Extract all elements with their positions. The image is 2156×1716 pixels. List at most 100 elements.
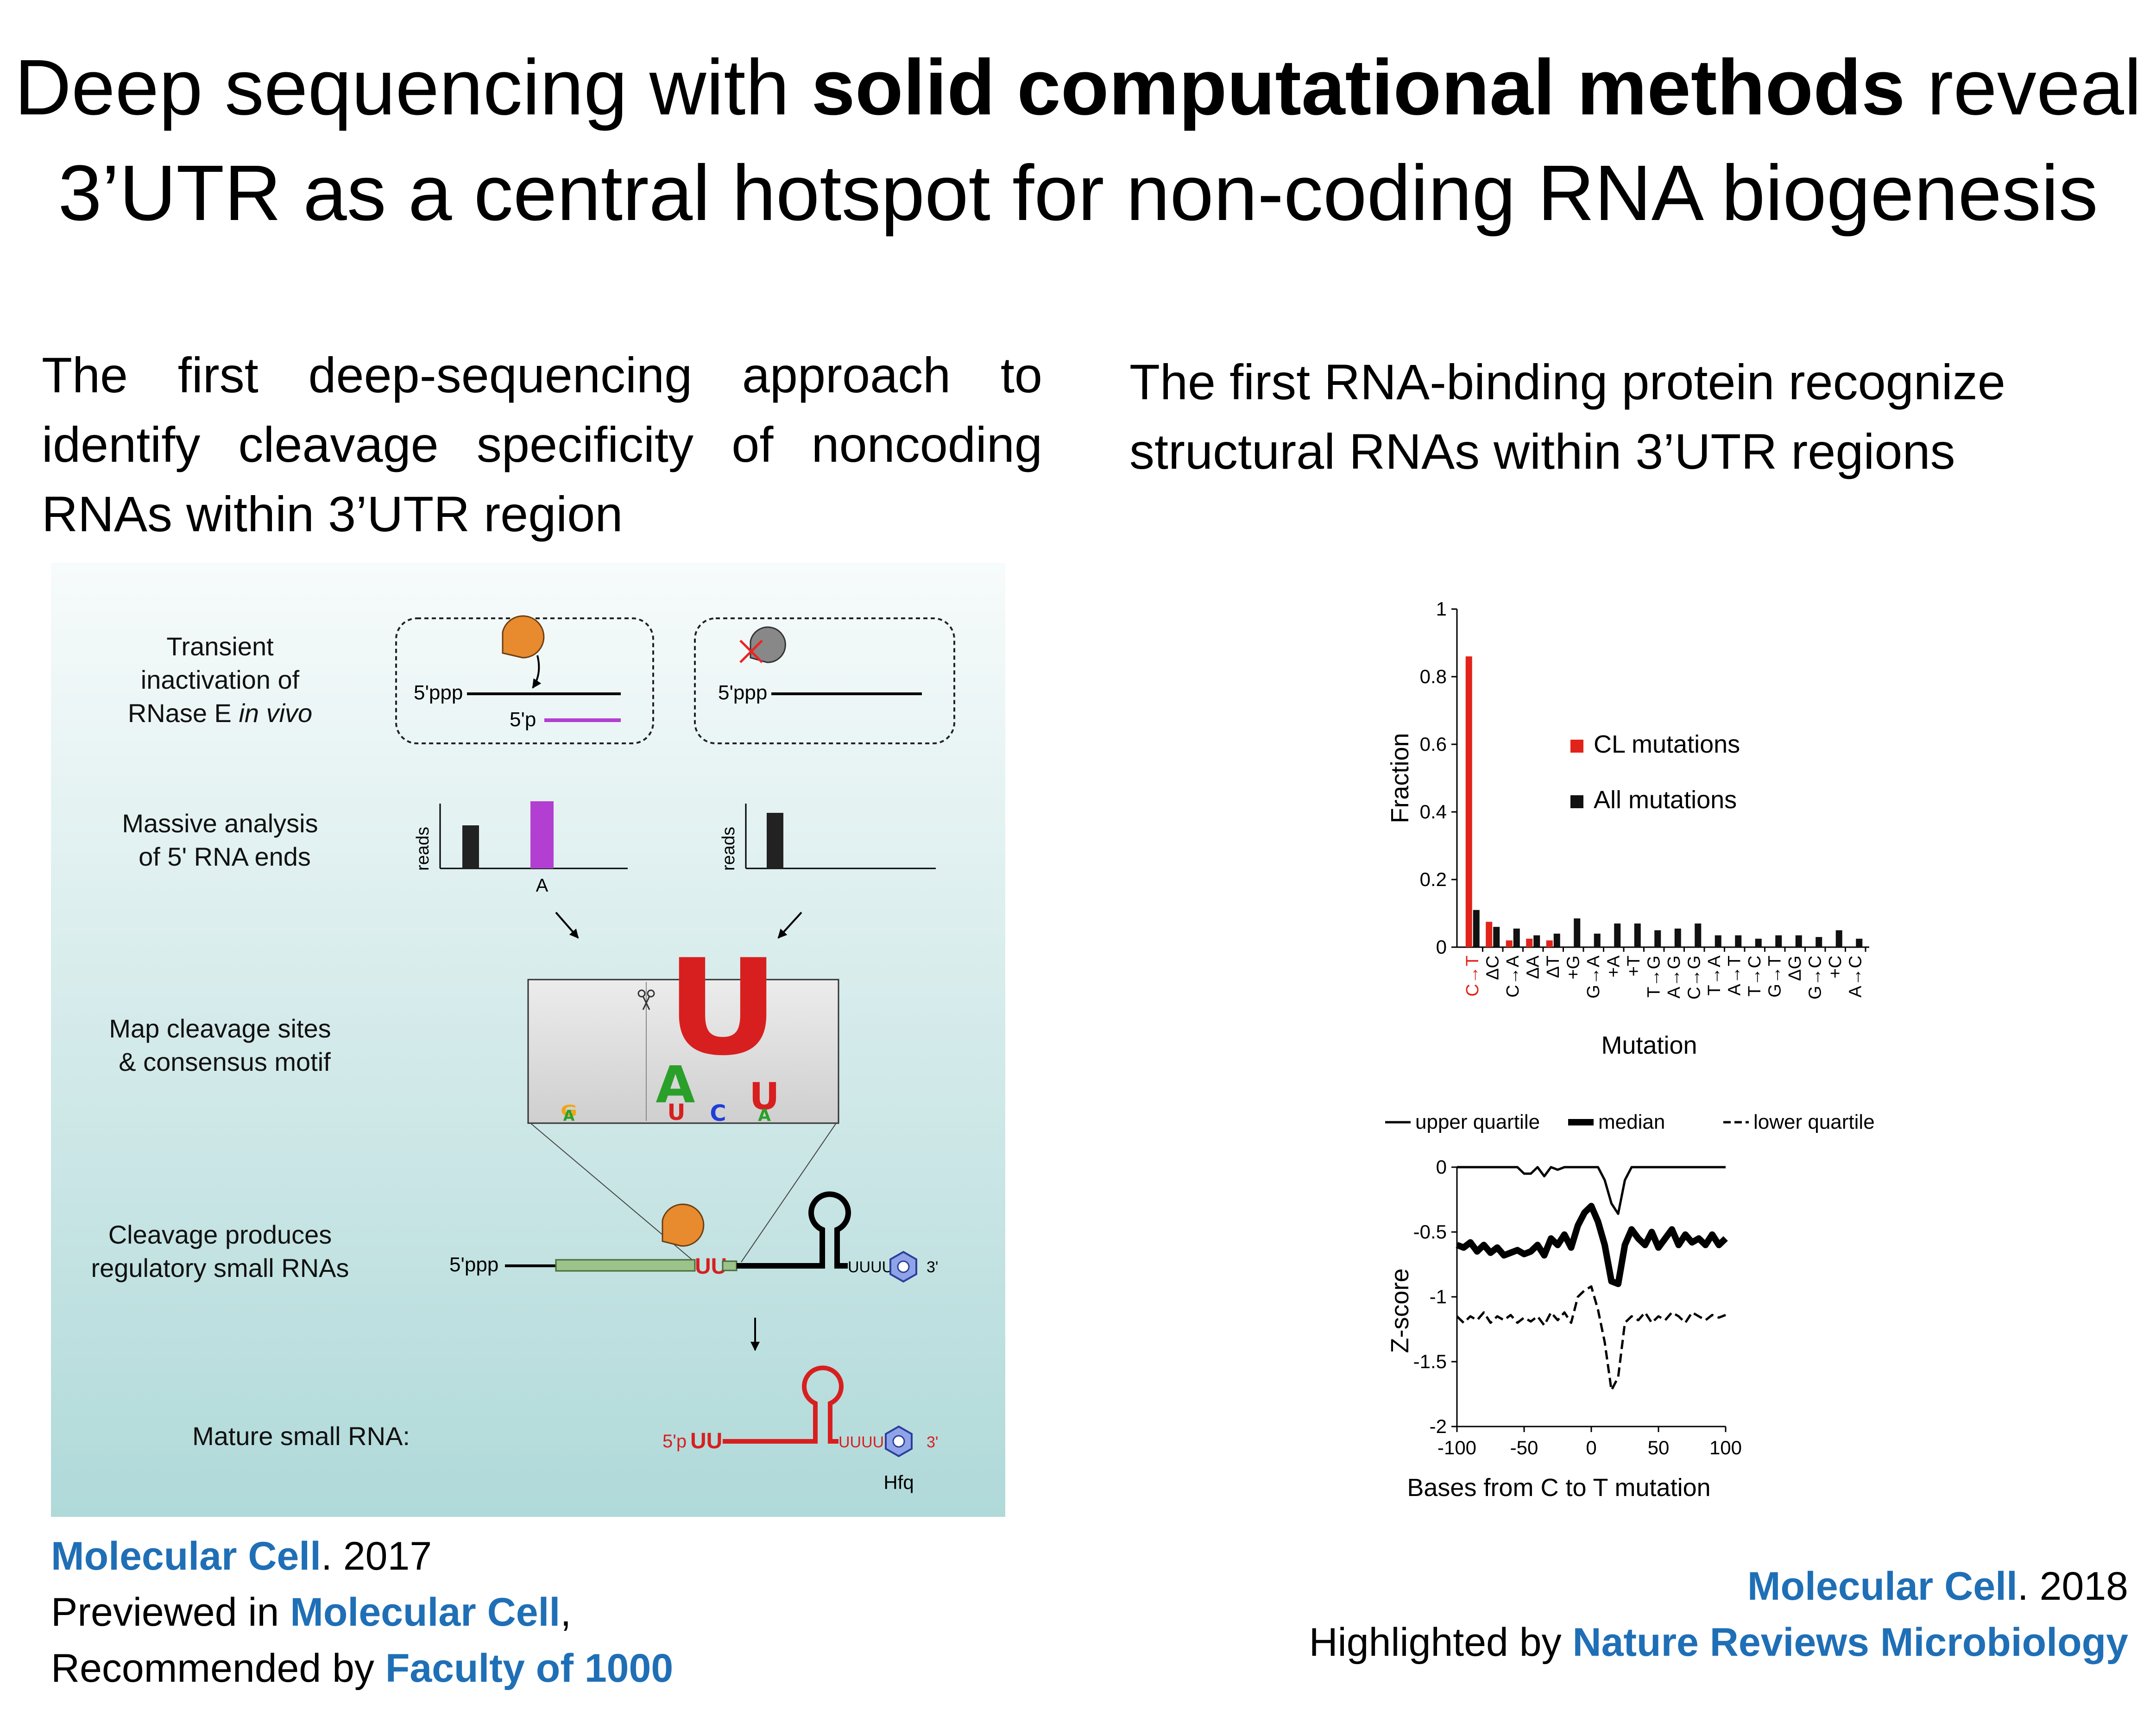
hfq-icon-2 — [885, 1425, 913, 1458]
bar-category-label: G→C — [1805, 955, 1825, 999]
step1-label-3: RNase E in vivo — [128, 698, 312, 728]
line-ytick-label: -1 — [1430, 1286, 1447, 1307]
journal-link-1[interactable]: Molecular Cell — [51, 1534, 322, 1578]
bar-category-label: T→A — [1705, 955, 1724, 995]
bar-category-label: ΔG — [1785, 955, 1805, 981]
bar-all-mutation — [1553, 933, 1560, 947]
bar-ytick-label: 0.4 — [1420, 801, 1447, 823]
hfq-icon-1 — [889, 1251, 917, 1283]
bar-cl-mutation — [1526, 938, 1533, 947]
line-series-upper-quartile — [1457, 1166, 1726, 1215]
step3-label-1: Map cleavage sites — [109, 1014, 331, 1043]
line-legend-label: lower quartile — [1753, 1111, 1875, 1133]
nrm-link[interactable]: Nature Reviews Microbiology — [1572, 1620, 2128, 1665]
left-subtitle: The first deep-sequencing approach to id… — [42, 347, 1042, 542]
line-y-label: Z-score — [1386, 1268, 1414, 1353]
bar-ytick-label: 0.8 — [1420, 666, 1447, 687]
bar-all-mutation — [1654, 930, 1661, 947]
bar-all-mutation — [1634, 923, 1641, 947]
bar-category-label: C→G — [1684, 955, 1704, 999]
legend-label: All mutations — [1594, 786, 1737, 814]
line-xtick-label: 50 — [1648, 1437, 1670, 1458]
bar-all-mutation — [1493, 927, 1500, 947]
line-xtick-label: 0 — [1586, 1437, 1596, 1458]
motif-letter-u-2: U — [750, 1075, 780, 1118]
bar-category-label: A→T — [1725, 955, 1744, 996]
mrna-region — [555, 1259, 696, 1272]
journal-link-3[interactable]: Molecular Cell — [1747, 1564, 2017, 1609]
legend-label: CL mutations — [1594, 730, 1740, 758]
precursor-5ppp-label: 5'ppp — [449, 1253, 498, 1276]
bar-category-label: +T — [1624, 955, 1644, 976]
bar-ytick-label: 0.2 — [1420, 868, 1447, 890]
reads-plot-inactive: reads — [719, 804, 936, 871]
line-ytick-label: 0 — [1436, 1156, 1447, 1178]
right-subtitle: The first RNA-binding protein recognize … — [1129, 354, 2005, 479]
consensus-motif-logo — [527, 979, 839, 1124]
f1000-link[interactable]: Faculty of 1000 — [385, 1646, 674, 1691]
step4-label-1: Cleavage produces — [108, 1220, 332, 1249]
line-legend-label: median — [1598, 1111, 1665, 1133]
line-ytick-label: -0.5 — [1413, 1221, 1447, 1243]
mature-5p-label: 5'p — [662, 1431, 687, 1452]
step2-label-2: of 5' RNA ends — [139, 842, 311, 871]
line-xtick-label: -50 — [1510, 1437, 1538, 1458]
right-citation: Molecular Cell. 2018 Highlighted by Natu… — [1309, 1564, 2128, 1665]
title-line-1: Deep sequencing with solid computational… — [14, 44, 2142, 132]
mature-3prime: 3' — [927, 1433, 938, 1451]
bar-category-label: C→T — [1463, 955, 1482, 997]
bar-category-label: ΔA — [1523, 955, 1543, 979]
line-xtick-label: -100 — [1437, 1437, 1476, 1458]
line-series-median — [1456, 1203, 1728, 1287]
title-line-2: 3’UTR as a central hotspot for non-codin… — [58, 149, 2098, 237]
bar-all-mutation — [1856, 938, 1863, 947]
motif-letter-u-large: U — [666, 931, 779, 1085]
bar-category-label: G→A — [1584, 955, 1603, 999]
bar-all-mutation — [1775, 935, 1782, 947]
line-x-label: Bases from C to T mutation — [1407, 1474, 1710, 1502]
motif-letter-a-2: A — [758, 1106, 771, 1125]
inactive-rnase-box — [694, 617, 955, 744]
line-legend-label: upper quartile — [1415, 1111, 1540, 1133]
line-ytick-label: -1.5 — [1413, 1351, 1447, 1372]
bar-category-label: +A — [1604, 955, 1623, 977]
bar-category-label: ΔT — [1544, 955, 1563, 978]
bar-y-label: Fraction — [1386, 733, 1414, 823]
legend-swatch — [1570, 740, 1583, 753]
bar-cl-mutation — [1465, 656, 1472, 947]
title-emphasis: solid computational methods — [811, 44, 1905, 132]
bar-all-mutation — [1594, 933, 1601, 947]
step1-label-1: Transient — [166, 632, 274, 661]
zscore-line-chart: 0 -0.5 -1 -1.5 -2-100 -50 0 50 100 Bases from C t… — [1385, 1111, 1875, 1502]
precursor-3prime: 3' — [927, 1258, 938, 1276]
motif-letter-u-1: U — [668, 1100, 686, 1125]
bar-ytick-label: 0 — [1436, 936, 1447, 958]
bar-all-mutation — [1835, 930, 1842, 947]
bar-category-label: A→G — [1664, 955, 1684, 999]
rnase-e-icon-2 — [662, 1203, 705, 1247]
bar-all-mutation — [1674, 928, 1681, 947]
mutation-fraction-chart: 00.20.40.60.81C→T ΔC C→A ΔA ΔT +G G→A +A +T T→G A→… — [1386, 598, 1869, 1059]
legend-swatch — [1570, 795, 1583, 808]
line-ytick-label: -2 — [1430, 1415, 1447, 1437]
page-title: Deep sequencing with solid computational… — [0, 35, 2156, 246]
journal-link-2[interactable]: Molecular Cell — [290, 1590, 561, 1634]
rna-5p-label: 5'p — [510, 708, 536, 731]
hfq-label: Hfq — [883, 1471, 914, 1493]
bar-all-mutation — [1715, 935, 1721, 947]
bar-category-label: C→A — [1503, 955, 1523, 997]
bar-cl-mutation — [1486, 922, 1493, 947]
bar-all-mutation — [1735, 935, 1742, 947]
precursor-uu: UU — [695, 1254, 727, 1279]
svg-text:reads: reads — [413, 827, 433, 871]
bar-all-mutation — [1695, 923, 1702, 947]
bar-cl-mutation — [1506, 940, 1513, 947]
bar-ytick-label: 0.6 — [1420, 733, 1447, 755]
bar-category-label: ΔC — [1483, 955, 1502, 980]
bar-all-mutation — [1614, 923, 1621, 947]
bar-all-mutation — [1816, 937, 1822, 947]
bar-ytick-label: 1 — [1436, 598, 1447, 620]
line-xtick-label: 100 — [1709, 1437, 1742, 1458]
rnase-e-diagram: Transient inactivation of RNase E in viv… — [51, 563, 1005, 1517]
bar-all-mutation — [1473, 910, 1480, 947]
